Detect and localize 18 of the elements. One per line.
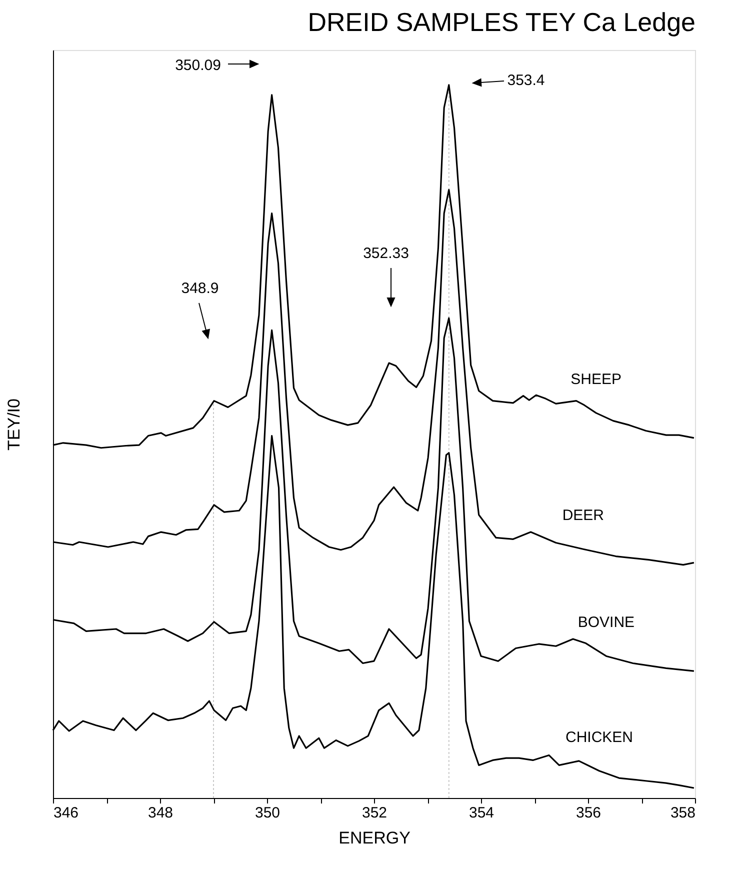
series-label: BOVINE bbox=[578, 614, 635, 632]
annotation: 353.4 bbox=[507, 72, 545, 89]
chart-title: DREID SAMPLES TEY Ca Ledge bbox=[308, 7, 696, 37]
x-tick-label: 352 bbox=[362, 804, 388, 822]
x-tick-label: 358 bbox=[670, 804, 696, 822]
x-tick-label: 350 bbox=[254, 804, 280, 822]
annotation: 352.33 bbox=[363, 245, 409, 262]
y-axis-title: TEY/I0 bbox=[4, 398, 24, 450]
series-label: SHEEP bbox=[570, 370, 622, 388]
x-tick-label: 346 bbox=[54, 804, 79, 822]
x-tick-label: 356 bbox=[576, 804, 602, 822]
series-label: CHICKEN bbox=[565, 728, 633, 746]
series-label: DEER bbox=[562, 507, 604, 524]
annotation: 348.9 bbox=[181, 280, 219, 297]
x-tick-label: 354 bbox=[468, 804, 494, 822]
x-tick-label: 348 bbox=[148, 804, 174, 822]
x-axis-title: ENERGY bbox=[338, 828, 410, 848]
text: 350.09 bbox=[175, 57, 221, 74]
